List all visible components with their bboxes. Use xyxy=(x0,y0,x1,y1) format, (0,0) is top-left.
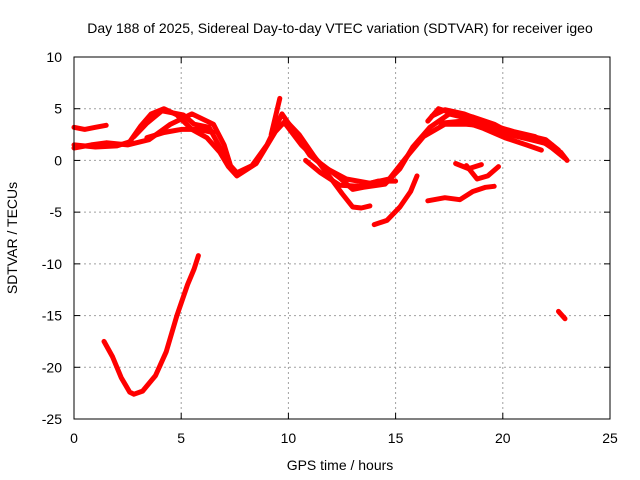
x-tick-label: 5 xyxy=(177,430,185,446)
series-arc-5 xyxy=(144,126,216,141)
series-arc-17 xyxy=(556,308,568,322)
axis-ticks: 0 5 10 15 20 25 10 5 0 -5 -10 -15 -20 -25 xyxy=(42,49,618,446)
y-tick-label: -10 xyxy=(42,256,62,272)
series-arc-15 xyxy=(463,163,501,182)
series-arc-4 xyxy=(131,108,227,158)
y-tick-label: 10 xyxy=(46,49,62,65)
plot-frame xyxy=(73,56,611,420)
x-tick-label: 15 xyxy=(388,430,404,446)
y-tick-label: -20 xyxy=(42,359,62,375)
x-tick-label: 0 xyxy=(70,430,78,446)
chart-title: Day 188 of 2025, Sidereal Day-to-day VTE… xyxy=(87,20,593,36)
y-tick-label: 5 xyxy=(54,101,62,117)
series-arc-16 xyxy=(101,253,201,397)
series-arc-8 xyxy=(303,157,399,189)
grid-lines xyxy=(74,57,610,419)
series-arc-13 xyxy=(425,183,497,204)
y-tick-label: -15 xyxy=(42,308,62,324)
x-axis-title: GPS time / hours xyxy=(287,457,394,473)
series-arc-12 xyxy=(438,118,544,153)
series-arc-9 xyxy=(371,173,420,228)
series-arc-11 xyxy=(429,107,561,153)
y-tick-label: -25 xyxy=(42,411,62,427)
x-tick-label: 10 xyxy=(281,430,297,446)
y-tick-label: -5 xyxy=(50,204,63,220)
y-axis-title: SDTVAR / TECUs xyxy=(4,182,20,294)
series-arc-6 xyxy=(268,95,283,138)
data-series xyxy=(71,95,570,397)
series-arc-7 xyxy=(283,118,373,211)
series-arc-1 xyxy=(71,122,109,132)
x-tick-label: 20 xyxy=(495,430,511,446)
y-tick-label: 0 xyxy=(54,152,62,168)
x-tick-label: 25 xyxy=(602,430,618,446)
